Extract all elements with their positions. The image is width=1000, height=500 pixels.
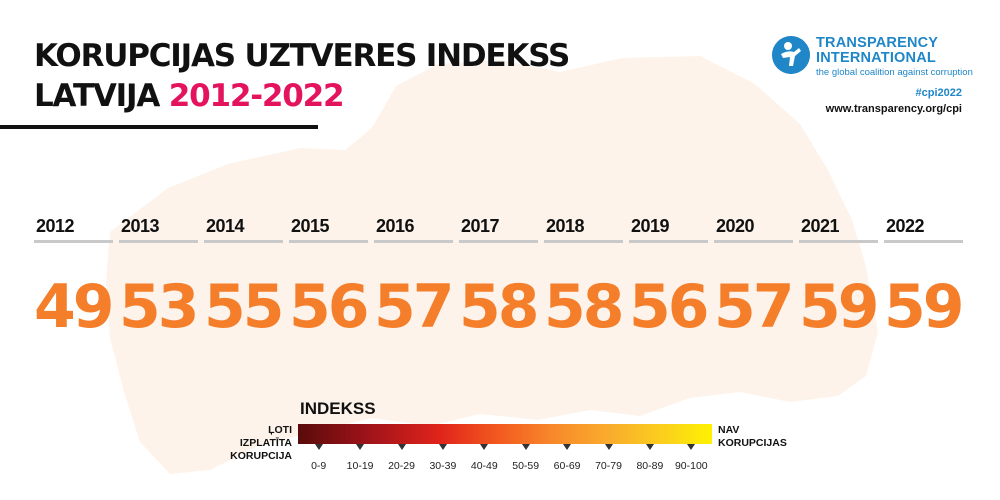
- map-fill: [106, 56, 878, 474]
- cpi-score-value: 59: [799, 272, 879, 342]
- title-underline: [0, 125, 318, 129]
- year-column-2014: 2014 55: [204, 216, 289, 342]
- year-label: 2017: [461, 216, 500, 236]
- year-divider: [714, 240, 793, 243]
- year-column-2019: 2019 56: [629, 216, 714, 342]
- year-column-2020: 2020 57: [714, 216, 799, 342]
- legend-tick: [397, 444, 406, 450]
- page-title: KORUPCIJAS UZTVERES INDEKSS LATVIJA 2012…: [34, 36, 570, 116]
- cpi-score-value: 58: [459, 272, 539, 342]
- year-label: 2015: [291, 216, 330, 236]
- legend-range-label: 0-9: [311, 460, 327, 472]
- legend-tick: [563, 444, 572, 450]
- year-divider: [289, 240, 368, 243]
- year-divider: [34, 240, 113, 243]
- legend-range-label: 60-69: [553, 460, 581, 472]
- cpi-score-value: 58: [544, 272, 624, 342]
- legend-tick: [356, 444, 365, 450]
- legend-tick: [314, 444, 323, 450]
- year-divider: [119, 240, 198, 243]
- cpi-score-value: 56: [289, 272, 369, 342]
- legend-range-label: 30-39: [429, 460, 457, 472]
- year-divider: [544, 240, 623, 243]
- transparency-international-logo: TRANSPARENCY INTERNATIONAL the global co…: [772, 35, 973, 80]
- year-label: 2019: [631, 216, 670, 236]
- year-column-2016: 2016 57: [374, 216, 459, 342]
- legend-range-label: 10-19: [346, 460, 374, 472]
- year-label: 2020: [716, 216, 755, 236]
- legend-high-label: NAV KORUPCIJAS: [718, 424, 787, 449]
- legend-tick: [521, 444, 530, 450]
- cpi-score-value: 57: [714, 272, 794, 342]
- cpi-score-value: 59: [884, 272, 964, 342]
- legend-tick: [645, 444, 654, 450]
- cpi-score-value: 56: [629, 272, 709, 342]
- website-url: www.transparency.org/cpi: [825, 103, 962, 115]
- year-label: 2021: [801, 216, 840, 236]
- year-column-2012: 2012 49: [34, 216, 119, 342]
- legend-gradient-bar: [298, 424, 712, 444]
- legend-range-label: 90-100: [674, 460, 708, 472]
- legend-tick: [480, 444, 489, 450]
- cpi-score-value: 53: [119, 272, 199, 342]
- legend-range-label: 50-59: [512, 460, 540, 472]
- year-divider: [374, 240, 453, 243]
- logo-wordmark: TRANSPARENCY INTERNATIONAL: [816, 35, 939, 66]
- title-country: LATVIJA: [34, 78, 160, 114]
- year-column-2021: 2021 59: [799, 216, 884, 342]
- year-column-2013: 2013 53: [119, 216, 204, 342]
- title-year-range: 2012-2022: [168, 78, 345, 114]
- year-divider: [459, 240, 538, 243]
- year-label: 2022: [886, 216, 925, 236]
- year-column-2017: 2017 58: [459, 216, 544, 342]
- legend-range-label: 20-29: [388, 460, 415, 472]
- year-divider: [204, 240, 283, 243]
- year-column-2015: 2015 56: [289, 216, 374, 342]
- cpi-score-value: 57: [374, 272, 454, 342]
- year-label: 2016: [376, 216, 415, 236]
- year-label: 2012: [36, 216, 75, 236]
- legend-tick: [687, 444, 696, 450]
- hashtag: #cpi2022: [915, 87, 962, 99]
- legend-title: INDEKSS: [300, 399, 376, 418]
- logo-figure-icon: [772, 36, 810, 74]
- legend-range-label: 70-79: [595, 460, 622, 472]
- title-line-1: KORUPCIJAS UZTVERES INDEKSS: [34, 38, 570, 74]
- year-column-2022: 2022 59: [884, 216, 969, 342]
- year-divider: [799, 240, 878, 243]
- year-divider: [884, 240, 963, 243]
- year-label: 2014: [206, 216, 245, 236]
- year-label: 2018: [546, 216, 585, 236]
- cpi-score-value: 55: [204, 272, 284, 342]
- logo-tagline: the global coalition against corruption: [816, 67, 973, 78]
- year-column-2018: 2018 58: [544, 216, 629, 342]
- cpi-score-value: 49: [34, 272, 114, 342]
- legend-range-label: 40-49: [470, 460, 498, 472]
- year-divider: [629, 240, 708, 243]
- legend-range-label: 80-89: [636, 460, 664, 472]
- legend-tick: [604, 444, 613, 450]
- legend-tick: [438, 444, 447, 450]
- year-label: 2013: [121, 216, 160, 236]
- legend-low-label: ĻOTI IZPLATĪTA KORUPCIJA: [230, 424, 292, 462]
